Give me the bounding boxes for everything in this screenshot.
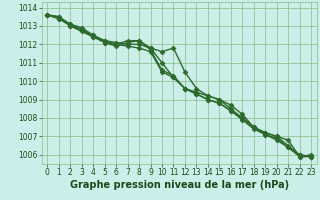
X-axis label: Graphe pression niveau de la mer (hPa): Graphe pression niveau de la mer (hPa) xyxy=(70,180,289,190)
